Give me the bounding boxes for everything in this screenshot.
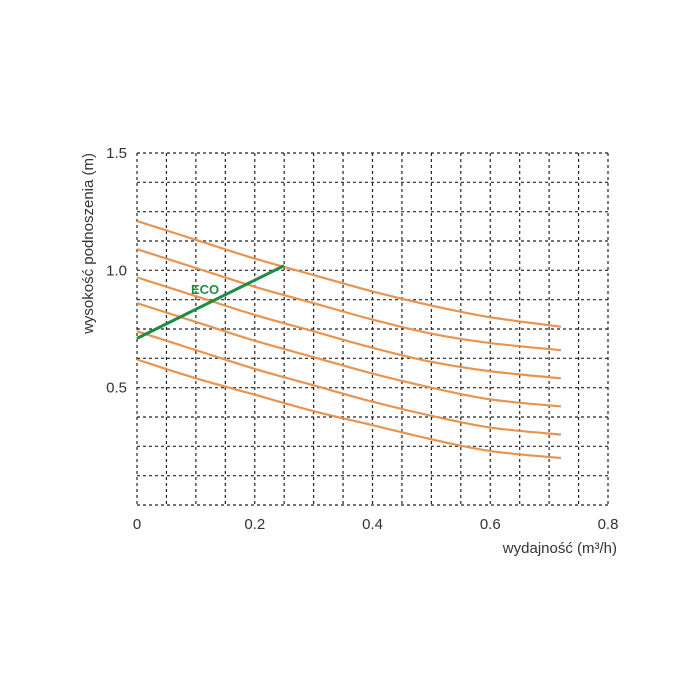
- pump-curve-5: [136, 330, 562, 436]
- pump-curve-6: [136, 358, 562, 460]
- x-tick-label: 0: [133, 516, 141, 533]
- eco-label: ECO: [191, 282, 219, 297]
- axis-ticks: 0 0.2 0.4 0.6 0.8 0.5 1.0 1.5: [106, 145, 618, 533]
- x-tick-label: 0.6: [480, 516, 501, 533]
- y-tick-label: 0.5: [106, 380, 127, 397]
- eco-line: [136, 264, 285, 340]
- y-tick-label: 1.5: [106, 145, 127, 162]
- pump-curve-1: [136, 220, 562, 328]
- y-axis-label: wysokość podnoszenia (m): [80, 153, 97, 335]
- eco-line-group: ECO: [136, 264, 285, 340]
- x-tick-label: 0.2: [244, 516, 265, 533]
- pump-curve-4: [136, 302, 562, 408]
- x-tick-label: 0.4: [362, 516, 383, 533]
- pump-curve-3: [136, 276, 562, 380]
- x-axis-label: wydajność (m³/h): [502, 540, 617, 557]
- y-tick-label: 1.0: [106, 262, 127, 279]
- pump-curve-2: [136, 248, 562, 352]
- grid: [136, 152, 609, 506]
- x-tick-label: 0.8: [598, 516, 619, 533]
- pump-curves: [136, 220, 562, 460]
